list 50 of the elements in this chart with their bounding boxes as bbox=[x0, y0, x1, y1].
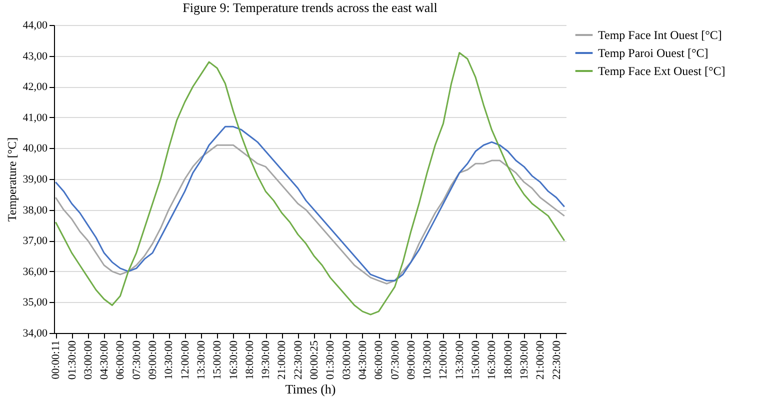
y-tick-label: 44,00 bbox=[22, 20, 48, 32]
y-tick-label: 43,00 bbox=[22, 50, 48, 62]
y-tick-label: 35,00 bbox=[22, 296, 48, 309]
x-tick-label: 00:00:11 bbox=[50, 340, 62, 380]
x-tick-label: 21:00:00 bbox=[534, 340, 547, 380]
y-tick-label: 37,00 bbox=[22, 235, 48, 248]
x-tick-label: 15:00:00 bbox=[470, 340, 482, 380]
x-tick-label: 12:00:00 bbox=[438, 340, 450, 380]
y-axis-title: Temperature [°C] bbox=[4, 137, 19, 222]
x-tick-label: 09:00:00 bbox=[147, 340, 160, 380]
x-tick-label: 16:30:00 bbox=[228, 340, 240, 380]
x-tick-label: 15:00:00 bbox=[212, 340, 224, 380]
x-tick-label: 22:30:00 bbox=[550, 340, 563, 380]
line-series bbox=[54, 52, 566, 316]
y-tick-label: 40,00 bbox=[22, 142, 48, 155]
x-tick-label: 13:30:00 bbox=[454, 340, 466, 380]
y-tick-label: 34,00 bbox=[22, 328, 48, 340]
x-tick-label: 10:30:00 bbox=[422, 340, 434, 380]
x-tick-label: 12:00:00 bbox=[179, 340, 192, 380]
x-tick-label: 06:00:00 bbox=[373, 340, 386, 380]
x-tick-label: 10:30:00 bbox=[163, 340, 176, 380]
x-tick-label: 09:00:00 bbox=[405, 340, 418, 380]
legend-label: Temp Paroi Ouest [°C] bbox=[598, 46, 708, 60]
x-axis-title: Times (h) bbox=[285, 382, 336, 397]
y-tick-label: 38,00 bbox=[22, 204, 48, 216]
legend-label: Temp Face Int Ouest [°C] bbox=[598, 28, 722, 42]
x-tick-label: 00:00:25 bbox=[308, 340, 321, 380]
x-tick-label: 07:30:00 bbox=[130, 340, 143, 380]
y-tick-label: 36,00 bbox=[22, 266, 48, 278]
x-tick-label: 04:30:00 bbox=[356, 340, 369, 380]
x-tick-label: 16:30:00 bbox=[486, 340, 498, 380]
y-tick-label: 42,00 bbox=[22, 81, 48, 94]
x-tick-label: 18:00:00 bbox=[244, 340, 256, 380]
x-tick-label: 19:30:00 bbox=[518, 340, 531, 380]
x-tick-label: 06:00:00 bbox=[114, 340, 127, 380]
x-tick-label: 13:30:00 bbox=[195, 340, 208, 380]
x-tick-label: 03:00:00 bbox=[340, 340, 353, 380]
x-tick-label: 07:30:00 bbox=[389, 340, 402, 380]
x-tick-label: 04:30:00 bbox=[98, 340, 111, 380]
x-tick-label: 01:30:00 bbox=[66, 340, 78, 380]
x-tick-label: 01:30:00 bbox=[324, 340, 337, 380]
y-tick-label: 39,00 bbox=[22, 174, 48, 186]
x-tick-label: 22:30:00 bbox=[292, 340, 304, 380]
x-tick-label: 19:30:00 bbox=[260, 340, 272, 380]
y-tick-label: 41,00 bbox=[22, 112, 48, 124]
x-tick-label: 03:00:00 bbox=[82, 340, 94, 380]
legend-label: Temp Face Ext Ouest [°C] bbox=[598, 64, 726, 78]
x-tick-label: 18:00:00 bbox=[502, 340, 514, 380]
chart-title: Figure 9: Temperature trends across the east wall bbox=[182, 0, 438, 15]
x-tick-label: 21:00:00 bbox=[276, 340, 288, 380]
